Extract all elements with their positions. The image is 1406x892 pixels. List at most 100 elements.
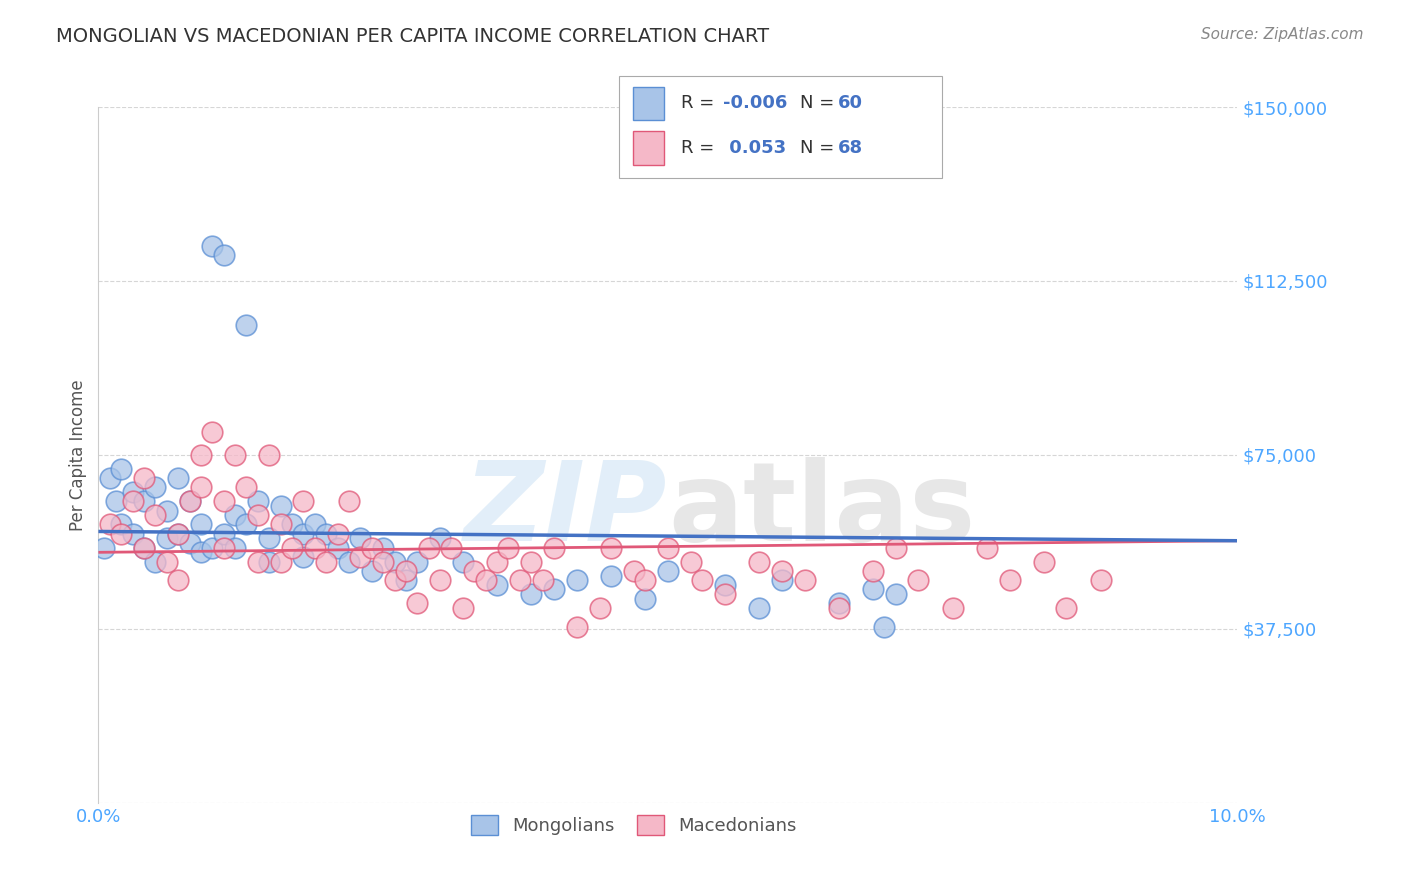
Point [429,532,451,546]
Point [406,596,429,610]
Point [1032,555,1054,569]
Point [190,480,212,494]
Point [110,462,132,476]
Point [270,517,292,532]
Text: 68: 68 [838,139,863,157]
Point [714,587,737,601]
Point [98,517,121,532]
Point [690,573,713,587]
Point [292,494,315,508]
Point [145,555,167,569]
Y-axis label: Per Capita Income: Per Capita Income [69,379,87,531]
Point [1090,573,1112,587]
Point [600,541,623,555]
Point [942,601,965,615]
Point [246,555,269,569]
Point [360,541,382,555]
Text: 0.053: 0.053 [723,139,786,157]
Point [201,541,224,555]
Point [748,555,770,569]
Point [156,503,179,517]
Point [793,573,815,587]
Point [634,573,657,587]
Point [1056,601,1078,615]
Point [110,526,132,541]
Point [304,541,326,555]
Point [259,532,281,546]
Point [679,555,702,569]
Point [212,526,235,541]
Point [167,526,190,541]
Point [907,573,929,587]
Point [623,564,645,578]
Point [714,578,737,592]
Point [110,517,132,532]
Point [259,555,281,569]
Point [588,601,610,615]
Point [281,517,304,532]
Text: R =: R = [681,139,725,157]
Point [509,573,531,587]
Point [292,549,315,564]
Point [212,494,235,508]
Point [474,573,496,587]
Point [418,541,440,555]
Point [145,480,167,494]
Point [201,239,224,253]
Point [384,573,406,587]
Point [292,526,315,541]
Point [440,541,463,555]
Point [326,526,349,541]
Point [770,573,793,587]
Point [395,573,418,587]
Text: -0.006: -0.006 [723,95,787,112]
Point [748,601,770,615]
Point [132,541,155,555]
Text: MONGOLIAN VS MACEDONIAN PER CAPITA INCOME CORRELATION CHART: MONGOLIAN VS MACEDONIAN PER CAPITA INCOM… [56,27,769,45]
Text: ZIP: ZIP [464,457,668,564]
Point [190,448,212,462]
Point [543,582,565,597]
Point [121,485,143,500]
Point [246,508,269,523]
Point [167,526,190,541]
Point [520,555,543,569]
Point [270,499,292,513]
Point [281,541,304,555]
Point [543,541,565,555]
Point [828,601,851,615]
Point [429,573,451,587]
Point [463,564,485,578]
Text: N =: N = [800,139,839,157]
Point [259,448,281,462]
Point [235,517,257,532]
Point [167,573,190,587]
Point [212,541,235,555]
Point [884,587,907,601]
Point [104,494,127,508]
Point [235,480,257,494]
Point [770,564,793,578]
Point [179,536,201,550]
Point [349,532,371,546]
Text: N =: N = [800,95,839,112]
Point [451,601,474,615]
Point [657,564,679,578]
Point [862,582,884,597]
Point [246,494,269,508]
Point [486,555,509,569]
Point [212,248,235,262]
Point [167,471,190,485]
Point [862,564,884,578]
Point [145,508,167,523]
Point [270,555,292,569]
Point [201,425,224,439]
Point [224,541,246,555]
Point [156,555,179,569]
Point [384,555,406,569]
Point [315,526,337,541]
Point [657,541,679,555]
Point [304,517,326,532]
Point [520,587,543,601]
Point [224,508,246,523]
